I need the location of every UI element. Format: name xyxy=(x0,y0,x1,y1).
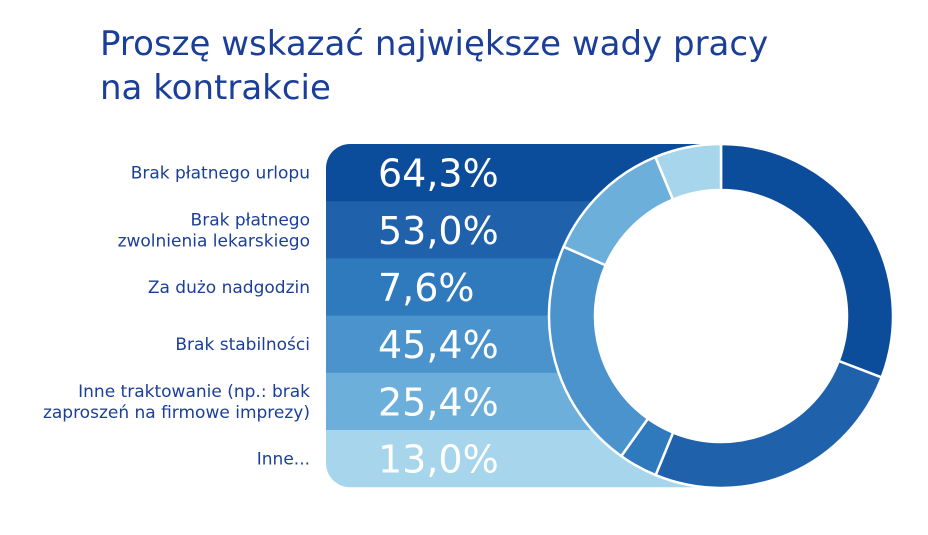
value-label-2: 53,0% xyxy=(378,209,499,253)
chart-title: Proszę wskazać największe wady pracy na … xyxy=(100,22,820,110)
category-label-4: Brak stabilności xyxy=(175,335,310,355)
value-label-6: 13,0% xyxy=(378,438,499,482)
category-label-3: Za dużo nadgodzin xyxy=(148,278,310,298)
value-label-5: 25,4% xyxy=(378,380,499,424)
donut-hole xyxy=(595,190,847,442)
chart-title-line-1: Proszę wskazać największe wady pracy xyxy=(100,24,769,64)
category-label-2-line-2: zwolnienia lekarskiego xyxy=(118,231,310,251)
value-label-1: 64,3% xyxy=(378,152,499,196)
category-label-5-line-2: zaproszeń na firmowe imprezy) xyxy=(43,403,310,423)
text-group: Brak płatnego urlopu 64,3% Brak płatnegozw… xyxy=(43,152,499,482)
category-label-1: Brak płatnego urlopu xyxy=(131,164,310,184)
chart-title-line-2: na kontrakcie xyxy=(100,68,331,108)
value-label-4: 45,4% xyxy=(378,323,499,367)
category-label-2-line-1: Brak płatnego xyxy=(191,210,310,230)
category-label-5-line-1: Inne traktowanie (np.: brak xyxy=(78,382,310,402)
ring-group xyxy=(547,142,895,490)
value-label-3: 7,6% xyxy=(378,266,475,310)
category-label-6: Inne... xyxy=(257,450,310,470)
